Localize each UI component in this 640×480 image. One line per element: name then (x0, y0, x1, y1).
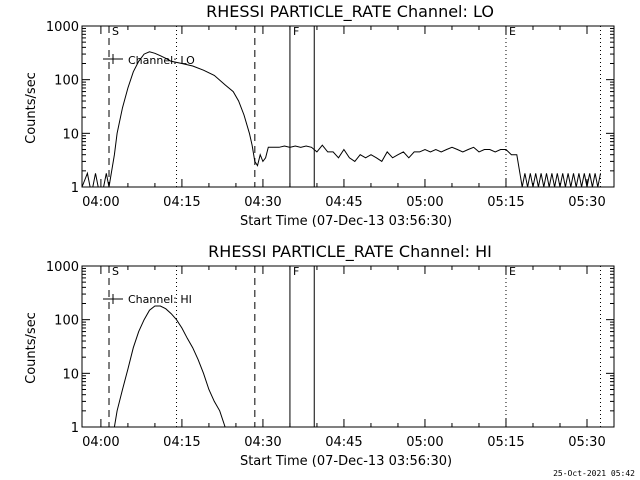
y-tick-label: 1 (71, 421, 79, 436)
marker-label: E (509, 265, 516, 278)
footer-timestamp: 25-Oct-2021 05:42 (553, 469, 635, 478)
x-tick-label: 05:15 (487, 195, 524, 210)
y-tick-label: 1000 (46, 260, 79, 275)
x-tick-label: 04:45 (325, 435, 362, 450)
legend-label: Channel: HI (128, 293, 192, 306)
x-tick-label: 04:00 (82, 195, 119, 210)
y-tick-label: 10 (62, 127, 79, 142)
y-tick-label: 100 (54, 74, 79, 89)
chart-title: RHESSI PARTICLE_RATE Channel: HI (208, 242, 492, 262)
chart-panel-hi: RHESSI PARTICLE_RATE Channel: HI Counts/… (24, 242, 615, 469)
y-tick-label: 1000 (46, 20, 79, 35)
marker-label: F (293, 25, 299, 38)
x-tick-label: 04:15 (163, 435, 200, 450)
x-axis-label: Start Time (07-Dec-13 03:56:30) (240, 214, 452, 229)
x-tick-label: 05:00 (406, 435, 443, 450)
y-tick-label: 100 (54, 314, 79, 329)
x-tick-label: 04:00 (82, 435, 119, 450)
series-line (113, 305, 226, 428)
y-tick-label: 10 (62, 367, 79, 382)
y-axis-label: Counts/sec (24, 72, 39, 144)
chart-panel-lo: RHESSI PARTICLE_RATE Channel: LO Counts/… (24, 2, 615, 229)
marker-label: S (112, 265, 119, 278)
x-tick-label: 05:00 (406, 195, 443, 210)
x-tick-label: 05:15 (487, 435, 524, 450)
x-tick-label: 04:15 (163, 195, 200, 210)
marker-label: F (293, 265, 299, 278)
x-axis-label: Start Time (07-Dec-13 03:56:30) (240, 454, 452, 469)
plot-frame (81, 25, 615, 188)
legend-label: Channel: LO (128, 54, 195, 67)
x-tick-label: 04:45 (325, 195, 362, 210)
chart-title: RHESSI PARTICLE_RATE Channel: LO (206, 2, 494, 22)
plot-frame (81, 265, 615, 428)
marker-label: E (509, 25, 516, 38)
y-tick-label: 1 (71, 181, 79, 196)
x-tick-label: 04:30 (244, 195, 281, 210)
x-tick-label: 05:30 (568, 195, 605, 210)
x-tick-label: 05:30 (568, 435, 605, 450)
marker-label: S (112, 25, 119, 38)
x-tick-label: 04:30 (244, 435, 281, 450)
series-line (81, 51, 601, 188)
y-axis-label: Counts/sec (24, 312, 39, 384)
